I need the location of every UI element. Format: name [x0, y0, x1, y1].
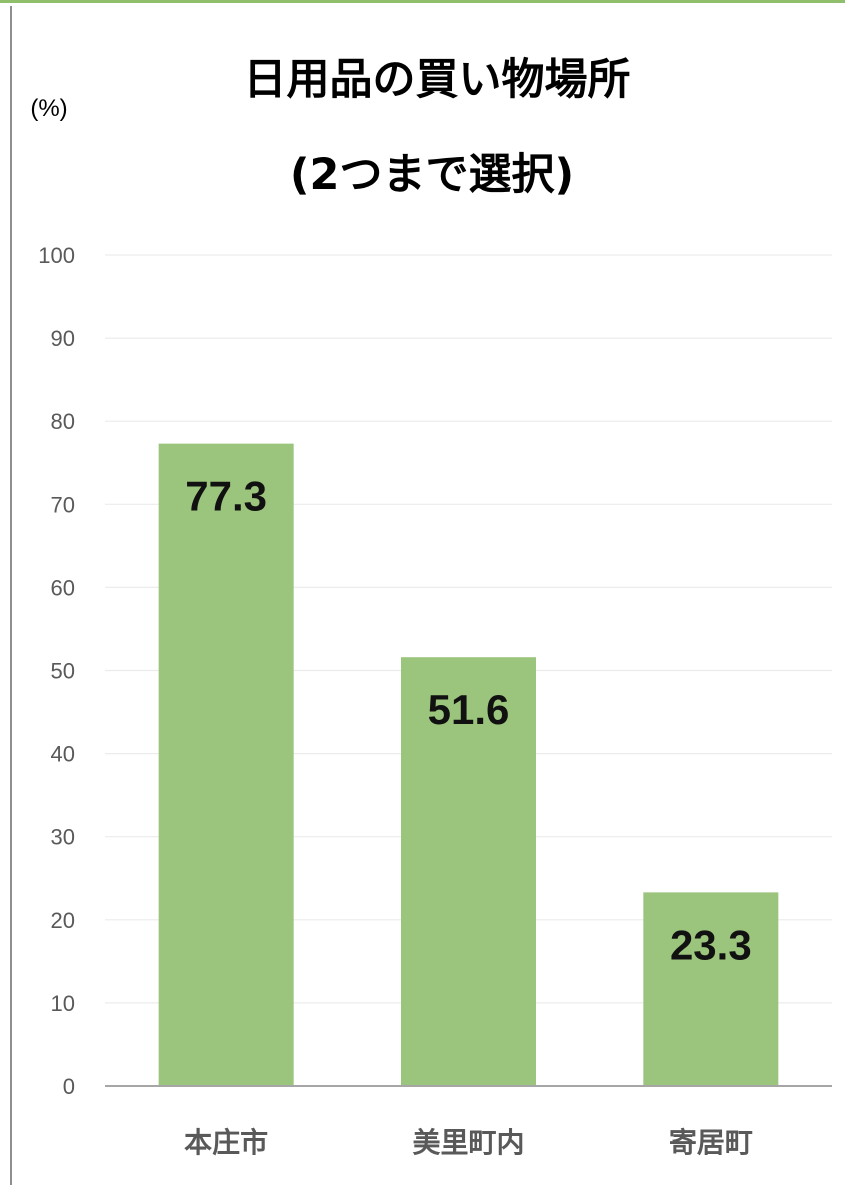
data-label: 51.6 [428, 686, 510, 733]
data-label: 23.3 [670, 921, 752, 968]
y-tick-label: 80 [51, 409, 75, 434]
y-tick-label: 70 [51, 492, 75, 517]
data-label: 77.3 [185, 473, 267, 520]
chart-title-line1: 日用品の買い物場所 [244, 55, 631, 105]
bar [643, 892, 779, 1086]
x-category-label: 美里町内 [412, 1126, 524, 1159]
bar [158, 443, 294, 1087]
y-tick-label: 50 [51, 659, 75, 684]
y-tick-label: 40 [51, 742, 75, 767]
y-tick-label: 30 [51, 825, 75, 850]
bars [158, 443, 779, 1087]
data-labels: 77.3 51.6 23.3 [185, 473, 751, 969]
x-axis-categories: 本庄市 美里町内 寄居町 [184, 1126, 753, 1159]
x-category-label: 寄居町 [669, 1126, 753, 1159]
y-tick-label: 90 [51, 326, 75, 351]
frame-left-border [10, 6, 12, 1185]
y-tick-label: 10 [51, 991, 75, 1016]
y-tick-label: 0 [63, 1074, 75, 1099]
y-axis-ticks: 0 10 20 30 40 50 60 70 80 90 100 [38, 243, 75, 1099]
chart-title-line2: (2つまで選択) [290, 150, 574, 200]
y-tick-label: 100 [38, 243, 75, 268]
y-axis-unit-label: (%) [30, 95, 67, 122]
y-tick-label: 60 [51, 575, 75, 600]
bar [401, 657, 536, 1086]
frame-top-border [0, 0, 845, 3]
x-category-label: 本庄市 [184, 1126, 268, 1159]
y-tick-label: 20 [51, 908, 75, 933]
